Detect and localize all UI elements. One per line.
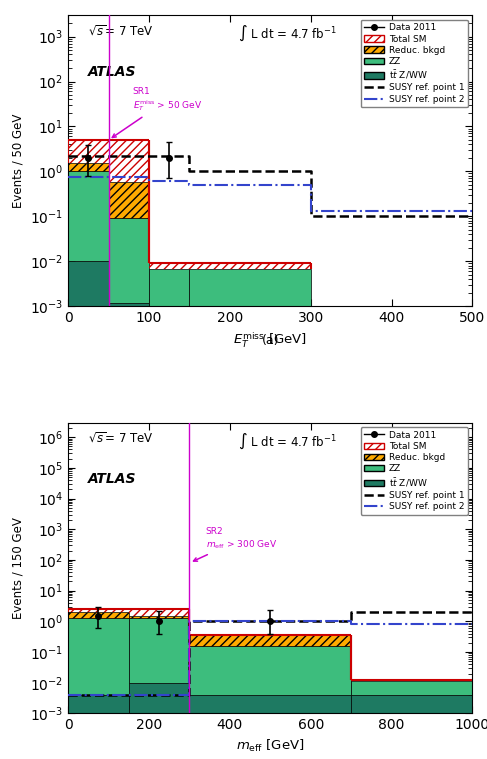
- Bar: [109, 140, 149, 182]
- Bar: [129, 616, 189, 618]
- Bar: [189, 313, 311, 759]
- Bar: [149, 269, 189, 313]
- Y-axis label: Events / 150 GeV: Events / 150 GeV: [12, 517, 24, 619]
- Bar: [109, 303, 149, 759]
- Text: $\int$ L dt = 4.7 fb$^{-1}$: $\int$ L dt = 4.7 fb$^{-1}$: [238, 24, 337, 43]
- Bar: [149, 263, 189, 269]
- Bar: [68, 140, 109, 163]
- Y-axis label: Events / 50 GeV: Events / 50 GeV: [12, 113, 24, 208]
- Bar: [68, 261, 109, 759]
- Bar: [68, 163, 109, 172]
- Text: $\sqrt{s}$= 7 TeV: $\sqrt{s}$= 7 TeV: [89, 24, 154, 38]
- Text: ATLAS: ATLAS: [89, 65, 137, 79]
- Bar: [189, 647, 351, 695]
- Bar: [351, 682, 472, 695]
- Text: $\int$ L dt = 4.7 fb$^{-1}$: $\int$ L dt = 4.7 fb$^{-1}$: [238, 431, 337, 451]
- Bar: [129, 683, 189, 759]
- Bar: [68, 172, 109, 261]
- Legend: Data 2011, Total SM, Reduc. bkgd, ZZ, t$\bar{t}$ Z/WW, SUSY ref. point 1, SUSY r: Data 2011, Total SM, Reduc. bkgd, ZZ, t$…: [361, 20, 468, 107]
- Bar: [311, 351, 472, 759]
- Bar: [351, 695, 472, 759]
- Bar: [189, 695, 351, 759]
- Bar: [129, 609, 189, 616]
- Bar: [68, 695, 129, 759]
- Bar: [109, 218, 149, 303]
- Bar: [149, 313, 189, 759]
- Bar: [68, 609, 129, 612]
- Text: ATLAS: ATLAS: [89, 472, 137, 486]
- Bar: [68, 618, 129, 695]
- Text: (a): (a): [262, 334, 279, 347]
- Bar: [189, 263, 311, 269]
- Legend: Data 2011, Total SM, Reduc. bkgd, ZZ, t$\bar{t}$ Z/WW, SUSY ref. point 1, SUSY r: Data 2011, Total SM, Reduc. bkgd, ZZ, t$…: [361, 427, 468, 515]
- X-axis label: $m_{\mathrm{eff}}$ [GeV]: $m_{\mathrm{eff}}$ [GeV]: [236, 738, 304, 754]
- Bar: [351, 680, 472, 682]
- Bar: [189, 635, 351, 647]
- Text: SR2
$m_{\mathrm{eff}}$ > 300 GeV: SR2 $m_{\mathrm{eff}}$ > 300 GeV: [193, 528, 277, 561]
- Bar: [189, 269, 311, 313]
- Text: $\sqrt{s}$= 7 TeV: $\sqrt{s}$= 7 TeV: [89, 431, 154, 446]
- Text: SR1
$E_{T}^{\mathrm{miss}}$ > 50 GeV: SR1 $E_{T}^{\mathrm{miss}}$ > 50 GeV: [112, 87, 202, 137]
- Bar: [129, 618, 189, 683]
- Bar: [109, 182, 149, 218]
- Bar: [68, 612, 129, 618]
- X-axis label: $E_{T}^{\mathrm{miss}}$ [GeV]: $E_{T}^{\mathrm{miss}}$ [GeV]: [233, 331, 307, 350]
